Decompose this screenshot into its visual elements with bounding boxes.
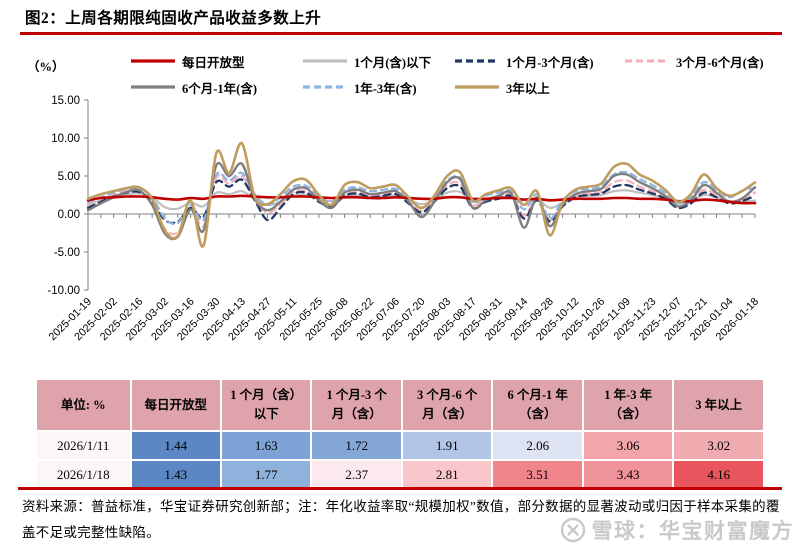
legend-item: 1年-3年(含) — [302, 78, 454, 97]
y-axis-label: -5.00 — [54, 247, 80, 259]
table-header-row: 单位: % 每日开放型 1 个月（含） 以下 1 个月-3 个 月（含） 3 个月-6 … — [35, 378, 765, 432]
table-value-cell: 1.44 — [129, 430, 223, 461]
legend-item: 3年以上 — [454, 78, 624, 97]
table-header-cell: 3 年以上 — [672, 378, 765, 432]
table-header-cell: 1 年-3 年 （含） — [581, 378, 675, 432]
table-value-cell: 3.51 — [491, 459, 584, 490]
legend-line-sample — [625, 59, 669, 63]
legend-item: 6个月-1年(含) — [130, 78, 302, 97]
legend-line-sample — [455, 59, 499, 63]
table-value-cell: 2.06 — [491, 430, 584, 461]
summary-table: 单位: % 每日开放型 1 个月（含） 以下 1 个月-3 个 月（含） 3 个月-6 … — [35, 378, 765, 490]
table-value-cell: 1.43 — [129, 459, 223, 490]
legend-item-label: 6个月-1年(含) — [182, 81, 257, 96]
snowball-watermark: 雪球：华宝财富魔方 — [559, 515, 795, 545]
legend-row: 每日开放型 1个月(含)以下 1个月-3个月(含) 3个月-6个月(含) — [130, 48, 784, 74]
returns-line-chart: 15.00 10.00 5.00 0.00 -5.00 -10.00 2025-01-19 2… — [0, 92, 800, 370]
page-title: 图2：上周各期限纯固收产品收益多数上升 — [25, 10, 322, 27]
legend-line-sample — [455, 85, 499, 89]
y-axis-label: 15.00 — [51, 95, 80, 107]
y-axis-unit-label: （%） — [27, 60, 65, 74]
series-line — [86, 194, 757, 205]
legend-item: 1个月(含)以下 — [302, 52, 454, 71]
source-note: 资料来源：普益标准，华宝证券研究创新部；注：年化收益率取“规模加权”数值，部分数… — [22, 499, 780, 541]
table-value-cell: 3.43 — [581, 459, 675, 490]
y-axis-label: 10.00 — [51, 133, 80, 145]
table-row: 2026/1/18 1.43 1.77 2.37 2.81 3.51 3.43 4.16 — [35, 459, 765, 490]
snowball-logo-icon — [560, 517, 585, 543]
y-axis-label: -10.00 — [47, 285, 80, 297]
legend-item-label: 1年-3年(含) — [354, 81, 417, 96]
legend-item-label: 3个月-6个月(含) — [676, 55, 764, 70]
summary-table-wrap: 单位: % 每日开放型 1 个月（含） 以下 1 个月-3 个 月（含） 3 个月-6 … — [35, 378, 765, 490]
y-axis-label: 0.00 — [58, 209, 80, 221]
table-date-cell: 2026/1/18 — [35, 459, 132, 490]
legend-line-sample — [131, 85, 175, 89]
legend-row: 6个月-1年(含) 1年-3年(含) 3年以上 — [130, 74, 784, 100]
legend-item: 每日开放型 — [130, 52, 302, 71]
y-axis-label: 5.00 — [58, 171, 80, 183]
table-value-cell: 2.81 — [400, 459, 494, 490]
table-header-cell: 每日开放型 — [129, 378, 223, 432]
table-value-cell: 2.37 — [310, 459, 403, 490]
legend-item-label: 1个月(含)以下 — [354, 55, 432, 70]
series-line — [86, 141, 757, 248]
table-header-cell: 3 个月-6 个 月（含） — [400, 378, 494, 432]
table-value-cell: 1.77 — [219, 459, 313, 490]
legend-item: 1个月-3个月(含) — [454, 52, 624, 71]
table-value-cell: 3.02 — [672, 430, 765, 461]
table-header-cell: 1 个月（含） 以下 — [219, 378, 313, 432]
title-divider-rule — [20, 32, 782, 35]
footer-divider-rule — [18, 487, 782, 490]
table-date-cell: 2026/1/11 — [35, 430, 132, 461]
chart-svg: 15.0010.005.000.00-5.00-10.002025-01-192… — [47, 95, 762, 343]
legend-line-sample — [303, 59, 347, 63]
table-header-cell: 1 个月-3 个 月（含） — [310, 378, 403, 432]
legend-item-label: 每日开放型 — [182, 55, 245, 70]
table-header-cell: 6 个月-1 年 （含） — [491, 378, 584, 432]
table-value-cell: 4.16 — [672, 459, 765, 490]
table-value-cell: 1.72 — [310, 430, 403, 461]
series-line — [86, 178, 757, 225]
legend-item-label: 3年以上 — [506, 81, 550, 96]
table-value-cell: 1.91 — [400, 430, 494, 461]
table-corner-cell: 单位: % — [35, 378, 132, 432]
legend-item: 3个月-6个月(含) — [624, 52, 784, 71]
series-line — [86, 189, 757, 211]
table-row: 2026/1/11 1.44 1.63 1.72 1.91 2.06 3.06 3.02 — [35, 430, 765, 461]
legend-line-sample — [131, 59, 175, 63]
table-value-cell: 3.06 — [581, 430, 675, 461]
series-line — [86, 174, 757, 236]
watermark-text: 雪球：华宝财富魔方 — [591, 519, 794, 543]
legend-line-sample — [303, 85, 347, 89]
legend-item-label: 1个月-3个月(含) — [506, 55, 594, 70]
series-line — [86, 162, 757, 241]
table-value-cell: 1.63 — [219, 430, 313, 461]
chart-legend: 每日开放型 1个月(含)以下 1个月-3个月(含) 3个月-6个月(含) 6个月-1年(… — [130, 48, 784, 100]
